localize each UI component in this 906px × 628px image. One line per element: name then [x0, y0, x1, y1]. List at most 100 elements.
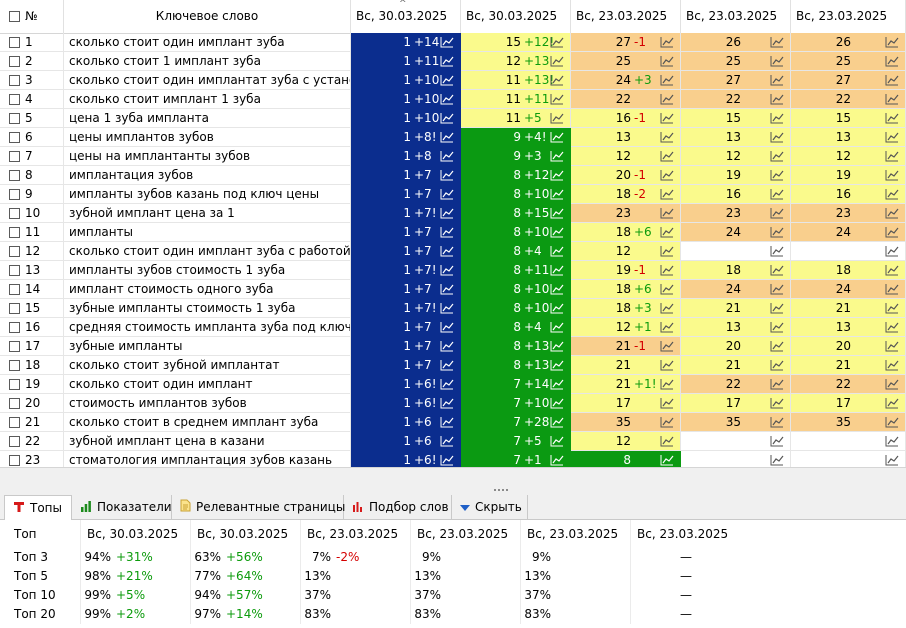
row-checkbox[interactable]: [9, 37, 20, 48]
position-cell[interactable]: 16: [791, 185, 906, 204]
position-cell[interactable]: 12: [571, 242, 681, 261]
table-row[interactable]: 15 зубные импланты стоимость 1 зуба 1 +7! 8 +…: [0, 299, 906, 318]
row-checkbox[interactable]: [9, 208, 20, 219]
row-num-cell[interactable]: 15: [0, 299, 64, 318]
position-cell[interactable]: 12 +13: [461, 52, 571, 71]
table-row[interactable]: 14 имплант стоимость одного зуба 1 +7 8 +10 18…: [0, 280, 906, 299]
position-cell[interactable]: 21: [571, 356, 681, 375]
position-cell[interactable]: 8 +10: [461, 185, 571, 204]
position-cell[interactable]: 17: [571, 394, 681, 413]
row-num-cell[interactable]: 2: [0, 52, 64, 71]
position-cell[interactable]: 1 +7: [351, 318, 461, 337]
position-cell[interactable]: 8: [571, 451, 681, 467]
table-row[interactable]: 8 имплантация зубов 1 +7 8 +12 20 -1 19 19: [0, 166, 906, 185]
panel-splitter[interactable]: [0, 467, 906, 496]
row-num-cell[interactable]: 18: [0, 356, 64, 375]
keyword-cell[interactable]: цены имплантов зубов: [64, 128, 351, 147]
tab-word-selection[interactable]: Подбор слов: [344, 495, 452, 519]
position-cell[interactable]: 13: [791, 128, 906, 147]
position-cell[interactable]: 18 -2: [571, 185, 681, 204]
position-cell[interactable]: 24: [681, 280, 791, 299]
table-row[interactable]: 5 цена 1 зуба импланта 1 +10 11 +5 16 -1 15 15: [0, 109, 906, 128]
keyword-cell[interactable]: сколько стоит один имплантат зуба с уста…: [64, 71, 351, 90]
keyword-cell[interactable]: цены на имплантанты зубов: [64, 147, 351, 166]
position-cell[interactable]: 8 +4: [461, 242, 571, 261]
position-cell[interactable]: 1 +6!: [351, 451, 461, 467]
row-checkbox[interactable]: [9, 379, 20, 390]
position-cell[interactable]: 23: [571, 204, 681, 223]
position-cell[interactable]: 21 -1: [571, 337, 681, 356]
position-cell[interactable]: 1 +11: [351, 52, 461, 71]
position-cell[interactable]: 1 +6!: [351, 375, 461, 394]
table-row[interactable]: 23 стоматология имплантация зубов казань 1…: [0, 451, 906, 467]
position-cell[interactable]: 35: [791, 413, 906, 432]
position-cell[interactable]: 15: [791, 109, 906, 128]
row-num-cell[interactable]: 6: [0, 128, 64, 147]
row-num-cell[interactable]: 12: [0, 242, 64, 261]
row-num-cell[interactable]: 3: [0, 71, 64, 90]
row-num-cell[interactable]: 22: [0, 432, 64, 451]
position-cell[interactable]: 19: [791, 166, 906, 185]
position-cell[interactable]: 27: [791, 71, 906, 90]
position-cell[interactable]: 21: [681, 299, 791, 318]
position-cell[interactable]: 23: [791, 204, 906, 223]
tab-relevant-pages[interactable]: Релевантные страницы: [172, 495, 345, 519]
table-row[interactable]: 19 сколько стоит один имплант 1 +6! 7 +14 21 +1…: [0, 375, 906, 394]
position-cell[interactable]: 17: [681, 394, 791, 413]
position-cell[interactable]: 24: [791, 280, 906, 299]
position-cell[interactable]: 8 +4: [461, 318, 571, 337]
position-cell[interactable]: 27 -1: [571, 33, 681, 52]
position-cell[interactable]: 1 +7!: [351, 204, 461, 223]
header-num-cell[interactable]: №: [0, 0, 64, 33]
position-cell[interactable]: [681, 451, 791, 467]
position-cell[interactable]: 1 +8: [351, 147, 461, 166]
keyword-cell[interactable]: сколько стоит один имплант: [64, 375, 351, 394]
position-cell[interactable]: 35: [681, 413, 791, 432]
table-row[interactable]: 18 сколько стоит зубной имплантат 1 +7 8 +13 2…: [0, 356, 906, 375]
header-date-4[interactable]: Вс, 23.03.2025: [681, 0, 791, 33]
keyword-cell[interactable]: импланты: [64, 223, 351, 242]
position-cell[interactable]: 1 +7!: [351, 261, 461, 280]
position-cell[interactable]: 8 +11: [461, 261, 571, 280]
table-row[interactable]: 13 импланты зубов стоимость 1 зуба 1 +7! 8 +1…: [0, 261, 906, 280]
table-row[interactable]: 20 стоимость имплантов зубов 1 +6! 7 +10 17 17 1…: [0, 394, 906, 413]
position-cell[interactable]: 21: [681, 356, 791, 375]
position-cell[interactable]: 9 +3: [461, 147, 571, 166]
keyword-cell[interactable]: зубные импланты: [64, 337, 351, 356]
position-cell[interactable]: 21 +1!: [571, 375, 681, 394]
keyword-cell[interactable]: стоимость имплантов зубов: [64, 394, 351, 413]
keyword-cell[interactable]: имплантация зубов: [64, 166, 351, 185]
position-cell[interactable]: 21: [791, 299, 906, 318]
table-row[interactable]: 10 зубной имплант цена за 1 1 +7! 8 +15 23 23 23: [0, 204, 906, 223]
row-checkbox[interactable]: [9, 113, 20, 124]
row-num-cell[interactable]: 10: [0, 204, 64, 223]
position-cell[interactable]: 20: [791, 337, 906, 356]
position-cell[interactable]: [681, 242, 791, 261]
position-cell[interactable]: 22: [681, 90, 791, 109]
table-row[interactable]: 7 цены на имплантанты зубов 1 +8 9 +3 12 12 12: [0, 147, 906, 166]
row-num-cell[interactable]: 23: [0, 451, 64, 467]
position-cell[interactable]: [791, 432, 906, 451]
position-cell[interactable]: 8 +13: [461, 337, 571, 356]
position-cell[interactable]: 22: [571, 90, 681, 109]
position-cell[interactable]: 1 +14: [351, 33, 461, 52]
position-cell[interactable]: 12: [681, 147, 791, 166]
position-cell[interactable]: 1 +7: [351, 280, 461, 299]
row-num-cell[interactable]: 5: [0, 109, 64, 128]
position-cell[interactable]: 25: [791, 52, 906, 71]
row-num-cell[interactable]: 19: [0, 375, 64, 394]
position-cell[interactable]: 1 +7: [351, 223, 461, 242]
position-cell[interactable]: 12: [571, 147, 681, 166]
keyword-cell[interactable]: сколько стоит имплант 1 зуба: [64, 90, 351, 109]
position-cell[interactable]: 26: [681, 33, 791, 52]
position-cell[interactable]: 7 +28: [461, 413, 571, 432]
position-cell[interactable]: 8 +10: [461, 299, 571, 318]
row-checkbox[interactable]: [9, 303, 20, 314]
keyword-cell[interactable]: импланты зубов казань под ключ цены: [64, 185, 351, 204]
table-row[interactable]: 21 сколько стоит в среднем имплант зуба 1 +…: [0, 413, 906, 432]
position-cell[interactable]: 1 +8!: [351, 128, 461, 147]
position-cell[interactable]: 35: [571, 413, 681, 432]
position-cell[interactable]: [791, 451, 906, 467]
table-row[interactable]: 16 средняя стоимость импланта зуба под кл…: [0, 318, 906, 337]
position-cell[interactable]: 17: [791, 394, 906, 413]
